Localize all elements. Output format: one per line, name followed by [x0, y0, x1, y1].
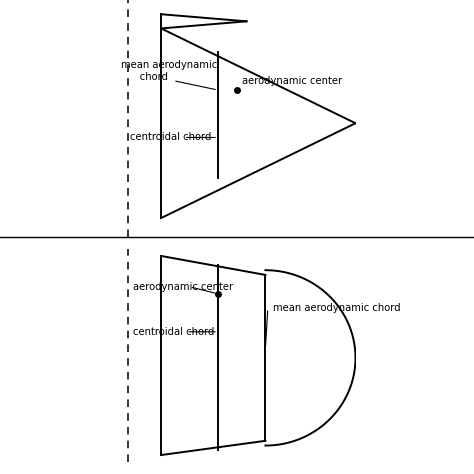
Text: mean aerodynamic chord: mean aerodynamic chord [273, 303, 400, 313]
Text: centroidal chord: centroidal chord [130, 132, 212, 143]
Text: aerodynamic center: aerodynamic center [242, 75, 342, 86]
Text: mean aerodynamic
      chord: mean aerodynamic chord [121, 60, 217, 82]
Text: centroidal chord: centroidal chord [133, 327, 214, 337]
Text: aerodynamic center: aerodynamic center [133, 282, 233, 292]
